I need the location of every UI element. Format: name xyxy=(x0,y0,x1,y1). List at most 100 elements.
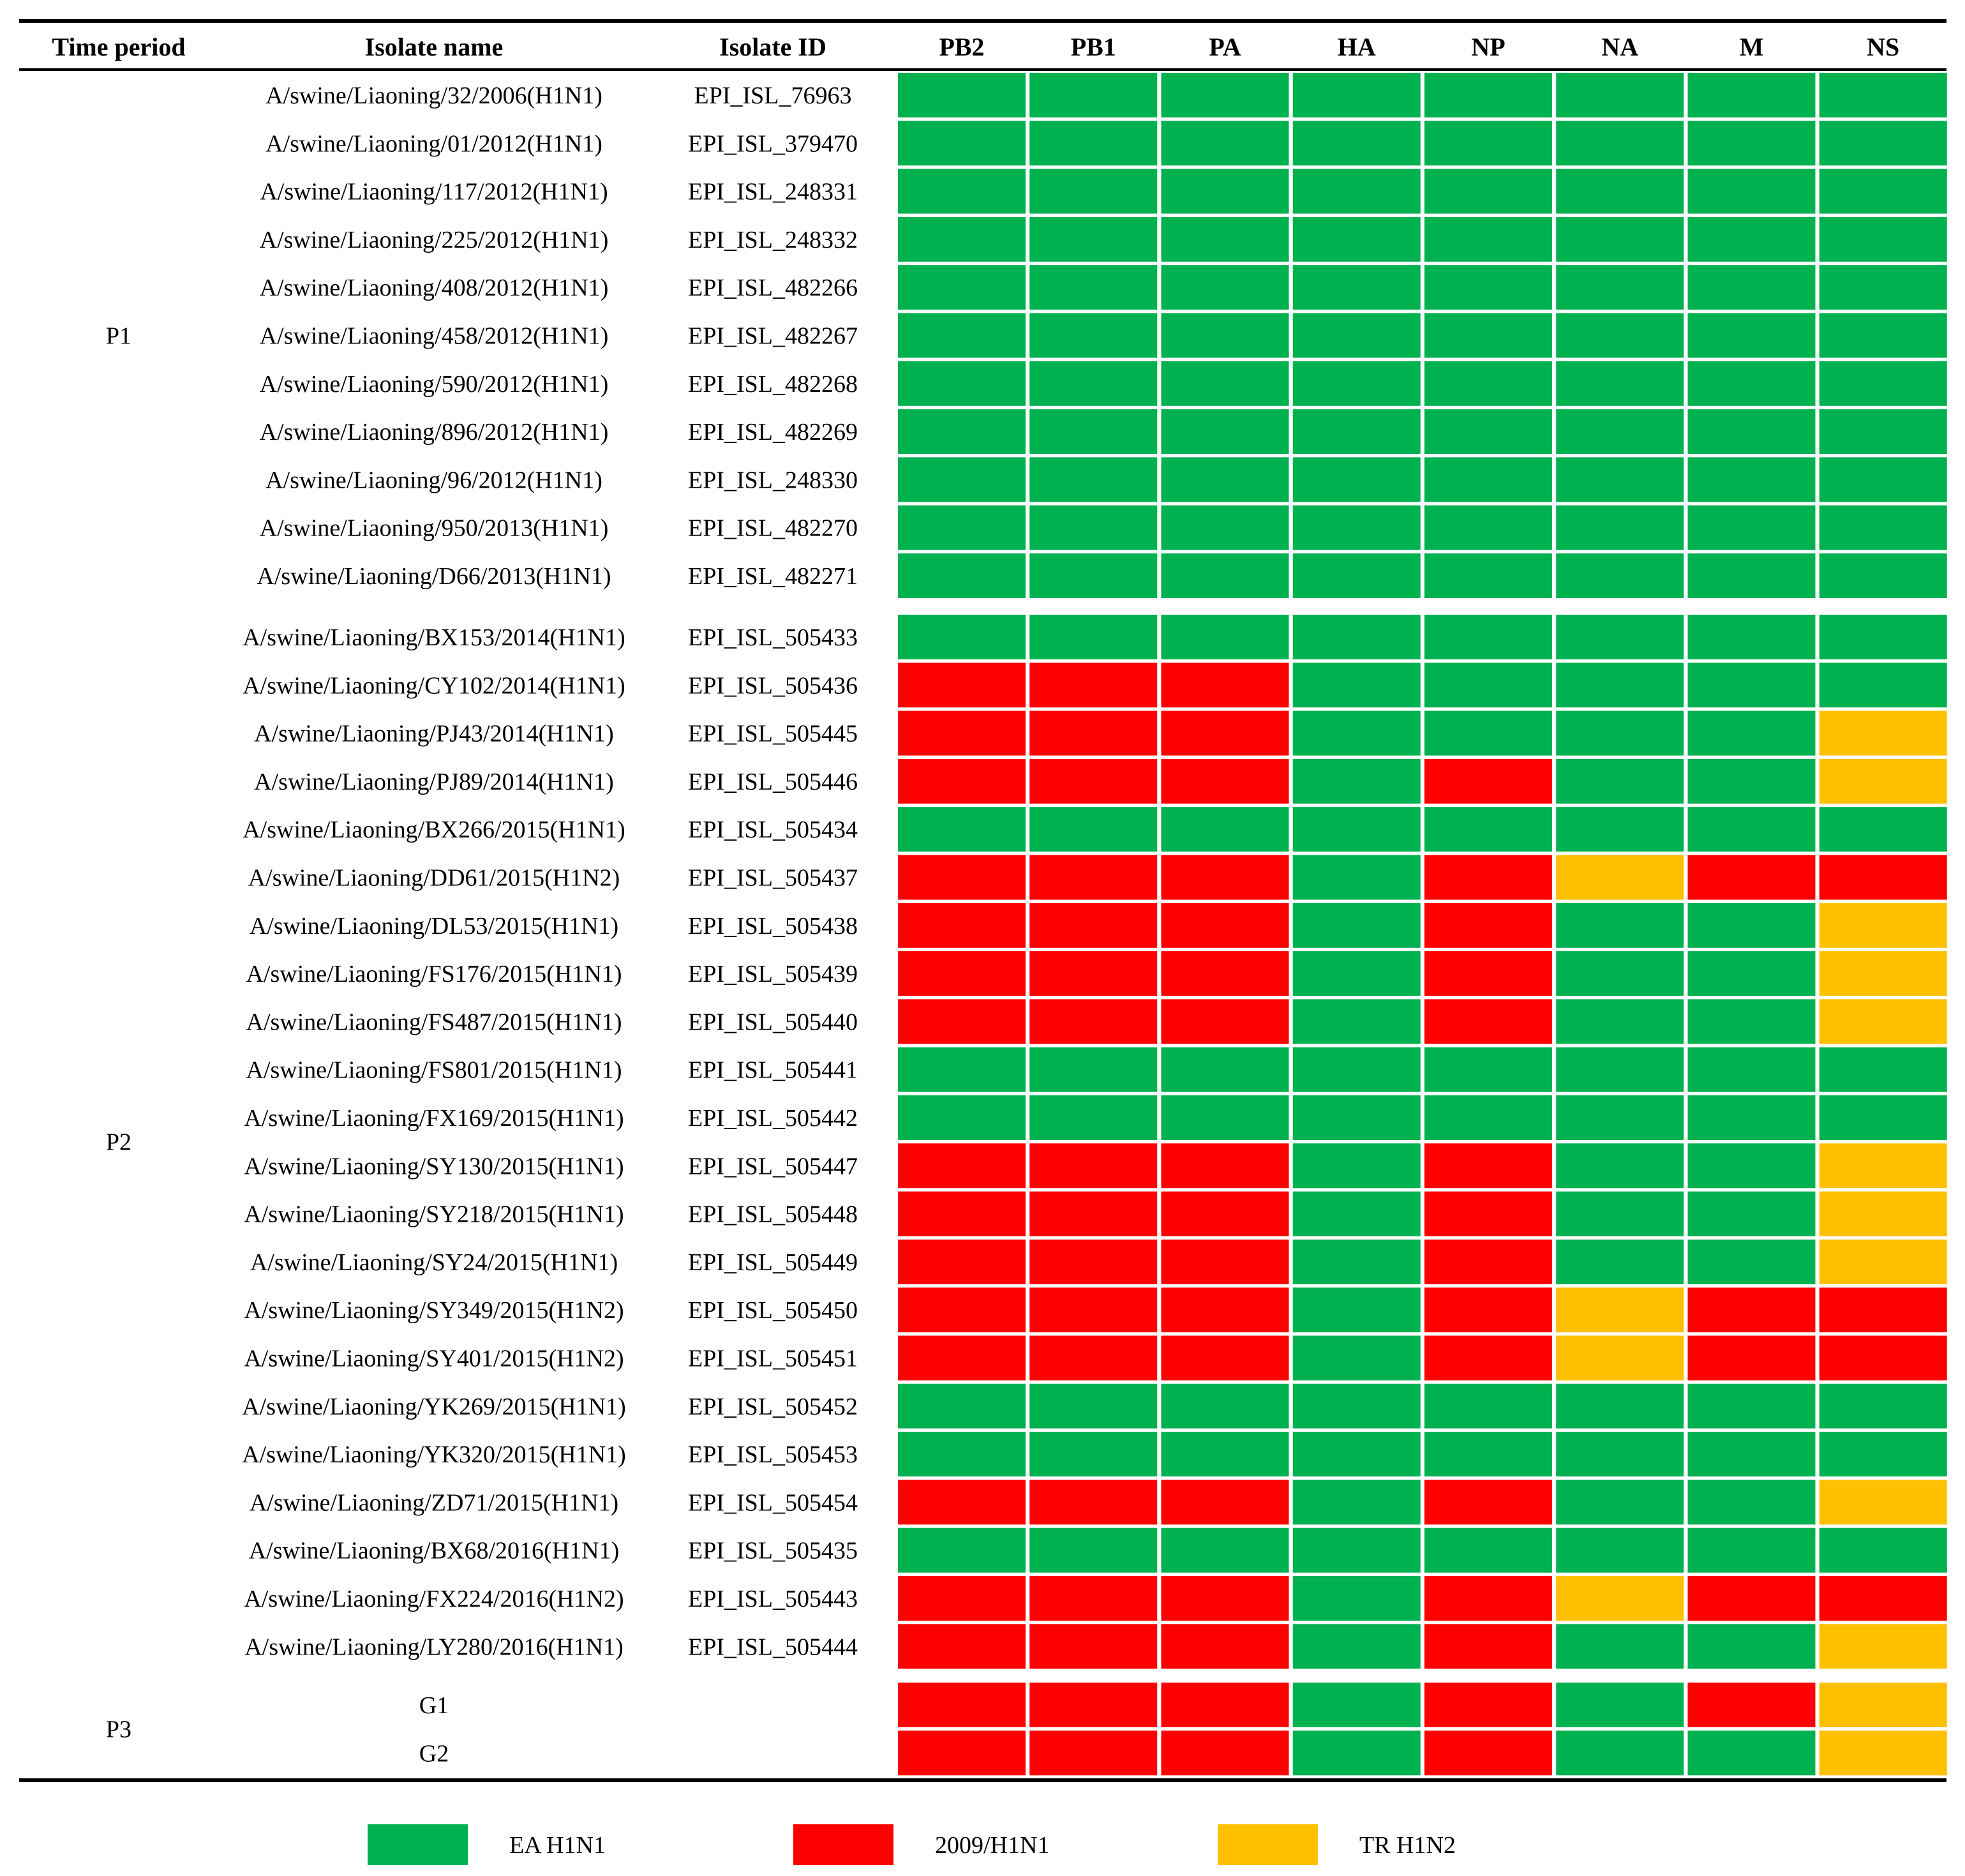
cell-ha xyxy=(1292,1143,1421,1189)
cell-na xyxy=(1556,313,1684,358)
cell-ns xyxy=(1819,758,1947,804)
cell-pb1 xyxy=(1029,216,1158,262)
cell-ns xyxy=(1819,1239,1947,1284)
cell-pb1 xyxy=(1029,663,1158,708)
cell-ha xyxy=(1292,1683,1421,1727)
cell-pa xyxy=(1161,1432,1289,1477)
cell-m xyxy=(1687,1683,1816,1727)
isolate-id: EPI_ISL_505440 xyxy=(688,1009,858,1035)
cell-m xyxy=(1687,457,1816,502)
cell-pb1 xyxy=(1029,951,1158,996)
cell-pb2 xyxy=(898,1047,1026,1092)
isolate-id: EPI_ISL_76963 xyxy=(694,82,852,109)
cell-pa xyxy=(1161,1191,1289,1236)
cell-np xyxy=(1424,615,1552,659)
isolate-name: A/swine/Liaoning/96/2012(H1N1) xyxy=(265,467,602,493)
cell-ha xyxy=(1292,361,1421,406)
cell-m xyxy=(1687,663,1816,708)
isolate-name: A/swine/Liaoning/YK269/2015(H1N1) xyxy=(242,1393,626,1420)
cell-ns xyxy=(1819,663,1947,708)
isolate-name: A/swine/Liaoning/BX153/2014(H1N1) xyxy=(243,624,625,651)
cell-m xyxy=(1687,505,1816,550)
isolate-name: A/swine/Liaoning/ZD71/2015(H1N1) xyxy=(250,1489,618,1516)
cell-m xyxy=(1687,1576,1816,1621)
cell-np xyxy=(1424,1383,1552,1429)
cell-np xyxy=(1424,313,1552,358)
cell-ns xyxy=(1819,1143,1947,1189)
cell-ha xyxy=(1292,903,1421,948)
cell-np xyxy=(1424,457,1552,502)
cell-na xyxy=(1556,1432,1684,1477)
cell-na xyxy=(1556,807,1684,852)
cell-m xyxy=(1687,951,1816,996)
cell-na xyxy=(1556,615,1684,659)
cell-np xyxy=(1424,663,1552,708)
cell-pb2 xyxy=(898,361,1026,406)
cell-na xyxy=(1556,265,1684,310)
cell-np xyxy=(1424,1191,1552,1236)
cell-ns xyxy=(1819,1047,1947,1092)
cell-np xyxy=(1424,1047,1552,1092)
row-labels: A/swine/Liaoning/32/2006(H1N1) EPI_ISL_76… xyxy=(242,82,858,1767)
cell-na xyxy=(1556,999,1684,1044)
legend-swatch-ea xyxy=(368,1824,468,1865)
cell-ns xyxy=(1819,807,1947,852)
isolate-name: A/swine/Liaoning/DL53/2015(H1N1) xyxy=(250,913,618,940)
segment-header-pa: PA xyxy=(1209,33,1241,61)
cell-pb1 xyxy=(1029,903,1158,948)
legend-label-tr: TR H1N2 xyxy=(1359,1832,1456,1859)
cell-ha xyxy=(1292,313,1421,358)
cell-pb2 xyxy=(898,73,1026,117)
cell-m xyxy=(1687,553,1816,598)
cell-na xyxy=(1556,663,1684,708)
cell-na xyxy=(1556,1383,1684,1429)
cell-pa xyxy=(1161,1576,1289,1621)
cell-pb2 xyxy=(898,758,1026,804)
cell-pa xyxy=(1161,457,1289,502)
cell-pa xyxy=(1161,553,1289,598)
segment-headers: PB2 PB1 PA HA NP NA M NS xyxy=(939,33,1899,61)
isolate-name: A/swine/Liaoning/FX224/2016(H1N2) xyxy=(244,1586,624,1612)
cell-na xyxy=(1556,1239,1684,1284)
cell-np xyxy=(1424,903,1552,948)
cell-ha xyxy=(1292,615,1421,659)
cell-m xyxy=(1687,807,1816,852)
cell-np xyxy=(1424,710,1552,756)
cell-ns xyxy=(1819,553,1947,598)
cell-pb1 xyxy=(1029,1432,1158,1477)
cell-m xyxy=(1687,1047,1816,1092)
cell-ns xyxy=(1819,1287,1947,1333)
cell-na xyxy=(1556,1047,1684,1092)
cell-pa xyxy=(1161,1624,1289,1669)
cell-ns xyxy=(1819,1730,1947,1776)
isolate-name: G1 xyxy=(419,1692,449,1719)
cell-pb1 xyxy=(1029,553,1158,598)
cell-ns xyxy=(1819,313,1947,358)
cell-pb2 xyxy=(898,457,1026,502)
cell-m xyxy=(1687,169,1816,214)
cell-pb1 xyxy=(1029,409,1158,454)
isolate-id: EPI_ISL_505436 xyxy=(688,672,858,699)
cell-pb1 xyxy=(1029,1730,1158,1776)
cell-np xyxy=(1424,73,1552,117)
cell-m xyxy=(1687,409,1816,454)
cell-na xyxy=(1556,1480,1684,1525)
isolate-name: A/swine/Liaoning/PJ43/2014(H1N1) xyxy=(254,721,614,747)
cell-ns xyxy=(1819,1683,1947,1727)
cell-pb1 xyxy=(1029,121,1158,166)
cell-ha xyxy=(1292,505,1421,550)
cell-pa xyxy=(1161,121,1289,166)
cell-pb2 xyxy=(898,1576,1026,1621)
cell-na xyxy=(1556,1576,1684,1621)
isolate-id: EPI_ISL_505439 xyxy=(688,961,858,987)
header-time-period: Time period xyxy=(52,33,185,61)
cell-m xyxy=(1687,1730,1816,1776)
isolate-name: A/swine/Liaoning/01/2012(H1N1) xyxy=(265,130,602,157)
cell-m xyxy=(1687,1432,1816,1477)
cell-na xyxy=(1556,855,1684,900)
cell-ha xyxy=(1292,1730,1421,1776)
isolate-name: A/swine/Liaoning/DD61/2015(H1N2) xyxy=(248,865,620,892)
legend-label-pdm: 2009/H1N1 xyxy=(935,1832,1049,1859)
cell-pb2 xyxy=(898,663,1026,708)
cell-na xyxy=(1556,169,1684,214)
